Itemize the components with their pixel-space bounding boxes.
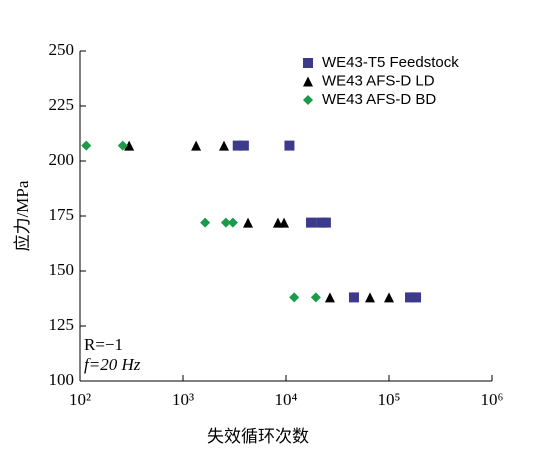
point bbox=[117, 140, 128, 151]
legend-label: WE43-T5 Feedstock bbox=[322, 54, 459, 71]
point bbox=[218, 140, 229, 151]
legend-label: WE43 AFS-D LD bbox=[322, 72, 435, 89]
point bbox=[411, 292, 422, 303]
y-tick-label: 125 bbox=[49, 315, 75, 334]
point bbox=[324, 292, 335, 303]
point bbox=[279, 217, 290, 228]
annotation: R=−1 bbox=[84, 335, 123, 354]
point bbox=[232, 140, 243, 151]
point bbox=[243, 217, 254, 228]
x-tick-label: 10⁶ bbox=[481, 390, 504, 409]
legend-marker bbox=[303, 58, 313, 68]
point bbox=[81, 140, 92, 151]
point bbox=[365, 292, 376, 303]
point bbox=[384, 292, 394, 303]
point bbox=[320, 217, 331, 228]
x-tick-label: 10⁵ bbox=[378, 390, 401, 409]
point bbox=[227, 217, 238, 228]
point bbox=[284, 140, 295, 151]
y-tick-label: 150 bbox=[49, 260, 75, 279]
point bbox=[191, 140, 202, 151]
point bbox=[348, 292, 359, 303]
point bbox=[124, 140, 135, 151]
legend-label: WE43 AFS-D BD bbox=[322, 91, 436, 108]
y-tick-label: 225 bbox=[49, 95, 75, 114]
legend-marker bbox=[303, 76, 313, 87]
x-tick-label: 10⁴ bbox=[275, 390, 298, 409]
point bbox=[289, 292, 300, 303]
x-axis-label: 失效循环次数 bbox=[207, 427, 309, 446]
point bbox=[238, 140, 249, 151]
y-tick-label: 100 bbox=[49, 370, 75, 389]
legend-marker bbox=[303, 95, 313, 105]
annotation: f=20 Hz bbox=[84, 355, 141, 374]
y-tick-label: 250 bbox=[49, 40, 75, 59]
point bbox=[306, 217, 317, 228]
point bbox=[220, 217, 231, 228]
point bbox=[405, 292, 416, 303]
x-tick-label: 10² bbox=[69, 390, 91, 409]
y-tick-label: 175 bbox=[49, 205, 75, 224]
y-tick-label: 200 bbox=[49, 150, 75, 169]
x-tick-label: 10³ bbox=[172, 390, 194, 409]
point bbox=[310, 292, 321, 303]
point bbox=[200, 217, 211, 228]
y-axis-label: 应力/MPa bbox=[13, 180, 32, 251]
